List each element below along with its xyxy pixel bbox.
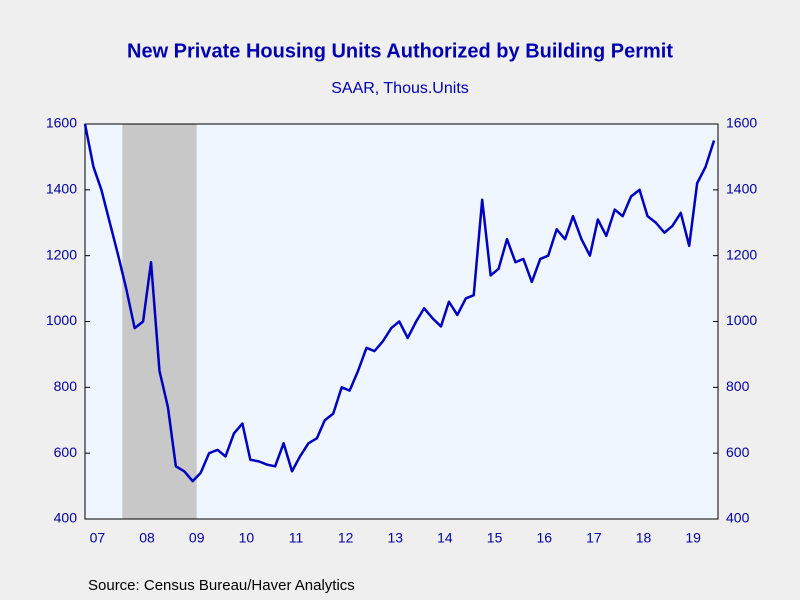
x-tick-label: 19: [685, 530, 701, 546]
x-tick-label: 10: [239, 530, 255, 546]
y2-tick-label: 800: [726, 378, 750, 394]
chart-title: New Private Housing Units Authorized by …: [127, 40, 673, 62]
x-tick-label: 12: [338, 530, 354, 546]
source-note: Source: Census Bureau/Haver Analytics: [88, 577, 355, 594]
y2-tick-label: 1000: [726, 312, 757, 328]
y-tick-label: 1200: [46, 246, 77, 262]
data-line: [83, 123, 716, 483]
x-tick-label: 17: [586, 530, 602, 546]
x-tick-label: 16: [536, 530, 552, 546]
x-tick-label: 11: [289, 530, 304, 546]
x-tick-label: 08: [139, 530, 155, 546]
recession-shade: [122, 124, 197, 519]
y2-tick-label: 1600: [726, 115, 757, 131]
chart-subtitle: SAAR, Thous.Units: [331, 80, 469, 97]
x-tick-label: 18: [636, 530, 652, 546]
y-tick-label: 800: [54, 378, 78, 394]
y2-tick-label: 600: [726, 444, 750, 460]
y-tick-label: 400: [54, 510, 78, 526]
y-tick-label: 600: [54, 444, 78, 460]
y2-tick-label: 1400: [726, 181, 757, 197]
y-tick-label: 1400: [46, 181, 77, 197]
y-tick-label: 1600: [46, 115, 77, 131]
x-tick-label: 14: [437, 530, 453, 546]
x-tick-label: 13: [388, 530, 404, 546]
x-tick-label: 09: [189, 530, 205, 546]
y-tick-label: 1000: [46, 312, 77, 328]
y2-tick-label: 1200: [726, 246, 757, 262]
y2-tick-label: 400: [726, 510, 750, 526]
x-tick-label: 15: [487, 530, 503, 546]
x-tick-label: 07: [90, 530, 106, 546]
